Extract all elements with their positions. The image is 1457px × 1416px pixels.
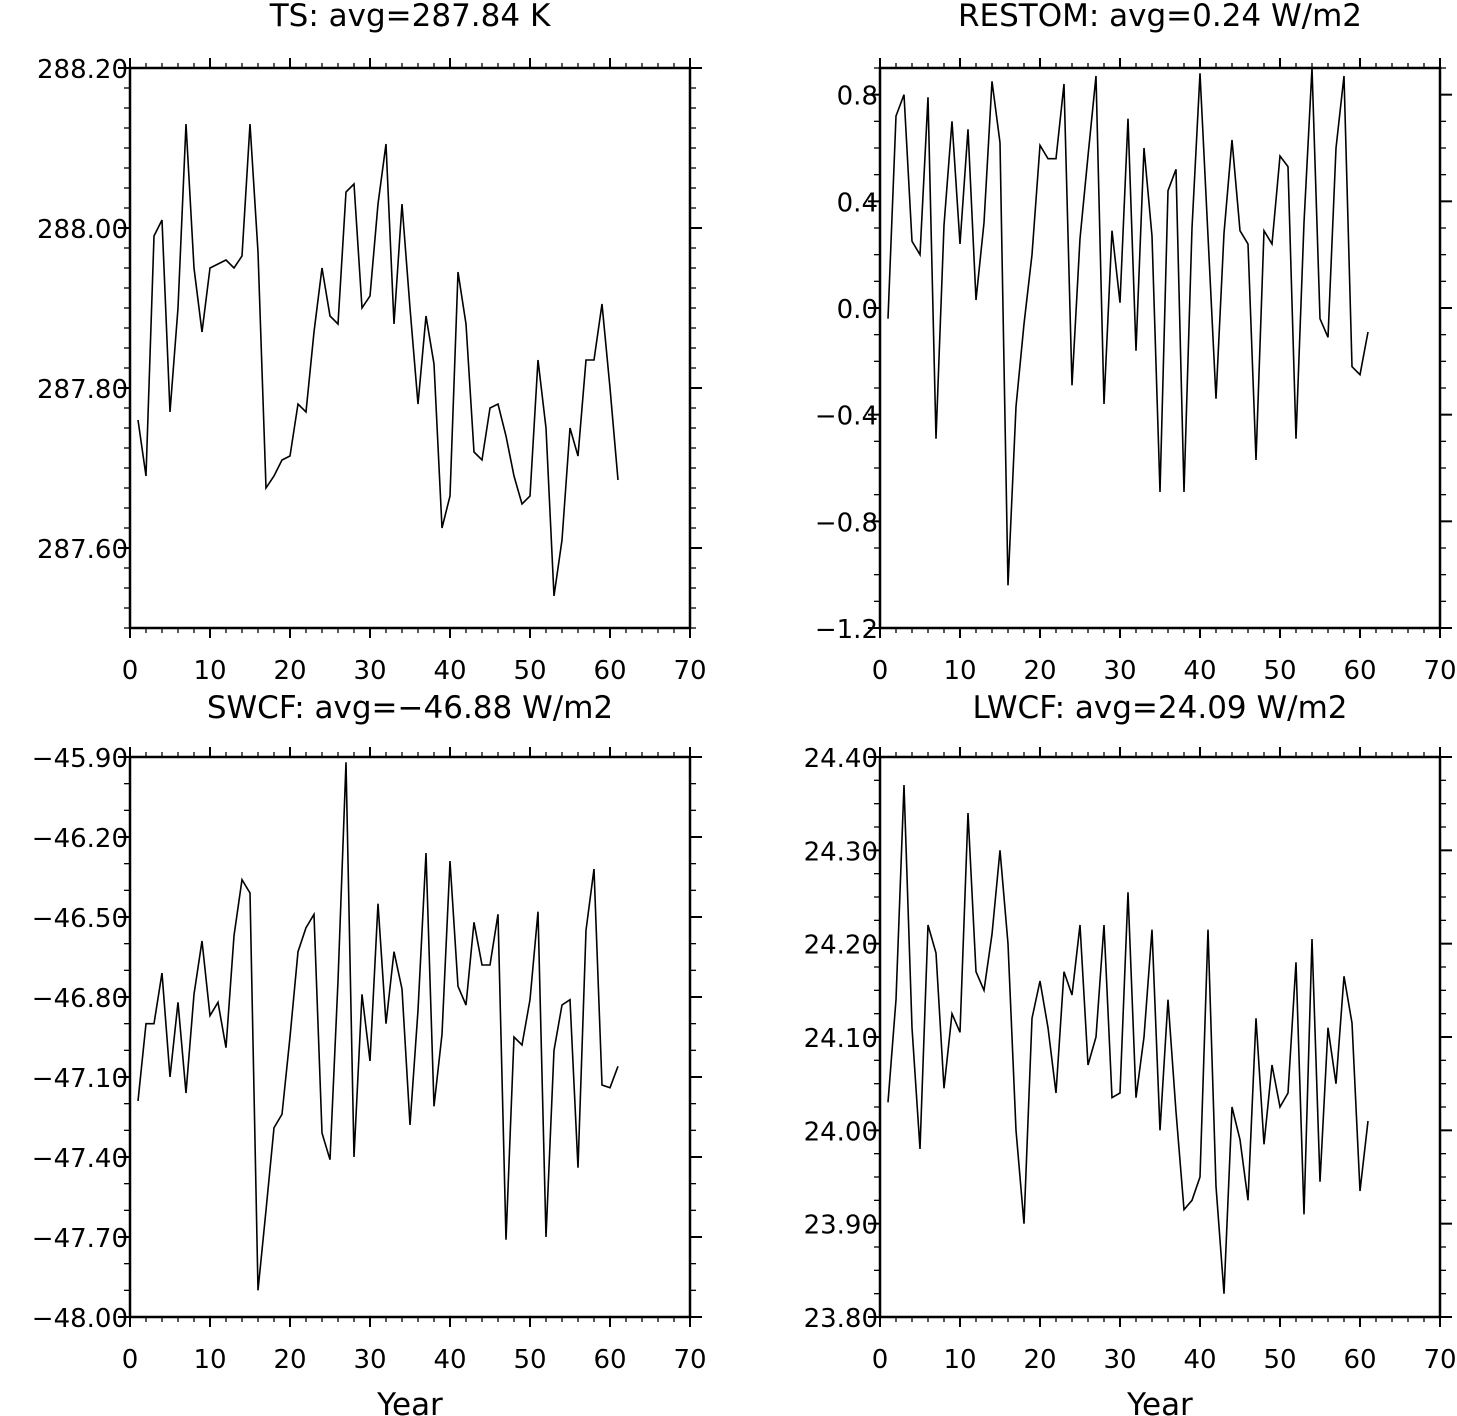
y-tick-label: 24.10 bbox=[804, 1024, 878, 1054]
x-tick-label: 60 bbox=[593, 656, 626, 686]
y-tick-label: −46.80 bbox=[32, 984, 128, 1014]
x-axis-label: Year bbox=[376, 1387, 443, 1416]
x-tick-label: 10 bbox=[193, 656, 226, 686]
y-tick-label: 24.30 bbox=[804, 837, 878, 867]
y-tick-label: −46.20 bbox=[32, 824, 128, 854]
x-axis-label: Year bbox=[1126, 1387, 1193, 1416]
panel-lwcf: LWCF: avg=24.09 W/m2 Year 0 10 20 30 40 50 60 7… bbox=[804, 690, 1457, 1416]
y-tick-label: 287.60 bbox=[37, 535, 128, 565]
x-tick-label: 30 bbox=[353, 1345, 386, 1375]
series-line bbox=[887, 784, 1369, 1294]
x-tick-label: 70 bbox=[673, 656, 706, 686]
y-tick-label: −47.10 bbox=[32, 1064, 128, 1094]
x-tick-label: 60 bbox=[1343, 656, 1376, 686]
series-line bbox=[137, 762, 619, 1291]
panel-title: SWCF: avg=−46.88 W/m2 bbox=[207, 690, 613, 726]
y-tick-label: 23.80 bbox=[804, 1304, 878, 1334]
x-tick-label: 50 bbox=[513, 656, 546, 686]
x-tick-label: 10 bbox=[943, 656, 976, 686]
y-tick-label: 288.20 bbox=[37, 55, 128, 85]
y-tick-label: −47.40 bbox=[32, 1144, 128, 1174]
panel-restom: RESTOM: avg=0.24 W/m2 0 10 20 30 40 50 60 70 −1.… bbox=[815, 0, 1457, 686]
y-tick-label: −0.8 bbox=[815, 508, 878, 538]
series-line bbox=[137, 123, 619, 597]
y-tick-label: −48.00 bbox=[32, 1304, 128, 1334]
panel-title: LWCF: avg=24.09 W/m2 bbox=[972, 690, 1347, 726]
y-tick-label: 24.00 bbox=[804, 1117, 878, 1147]
x-tick-label: 20 bbox=[273, 1345, 306, 1375]
x-tick-label: 70 bbox=[673, 1345, 706, 1375]
x-tick-label: 30 bbox=[1103, 1345, 1136, 1375]
y-tick-label: −47.70 bbox=[32, 1224, 128, 1254]
y-tick-label: −45.90 bbox=[32, 744, 128, 774]
x-tick-label: 70 bbox=[1423, 1345, 1456, 1375]
x-tick-label: 20 bbox=[1023, 1345, 1056, 1375]
x-tick-label: 60 bbox=[593, 1345, 626, 1375]
series-line bbox=[887, 67, 1369, 586]
y-tick-label: 23.90 bbox=[804, 1211, 878, 1241]
x-tick-label: 0 bbox=[872, 1345, 889, 1375]
x-tick-label: 70 bbox=[1423, 656, 1456, 686]
x-tick-label: 50 bbox=[513, 1345, 546, 1375]
y-tick-label: 24.20 bbox=[804, 931, 878, 961]
x-tick-label: 50 bbox=[1263, 656, 1296, 686]
x-tick-label: 40 bbox=[433, 656, 466, 686]
plot-frame bbox=[878, 66, 1442, 630]
y-tick-label: 0.4 bbox=[837, 188, 878, 218]
x-tick-label: 20 bbox=[1023, 656, 1056, 686]
x-tick-label: 50 bbox=[1263, 1345, 1296, 1375]
x-tick-label: 10 bbox=[193, 1345, 226, 1375]
plot-frame bbox=[878, 755, 1442, 1319]
y-tick-label: 0.0 bbox=[837, 295, 878, 325]
y-tick-label: 24.40 bbox=[804, 744, 878, 774]
y-tick-label: −0.4 bbox=[815, 402, 878, 432]
x-tick-label: 30 bbox=[353, 656, 386, 686]
x-tick-label: 40 bbox=[1183, 656, 1216, 686]
x-tick-label: 0 bbox=[122, 1345, 139, 1375]
y-tick-label: 0.8 bbox=[837, 82, 878, 112]
panel-ts: TS: avg=287.84 K 0 10 20 30 40 50 60 70 287.60 28… bbox=[37, 0, 707, 686]
panel-title: TS: avg=287.84 K bbox=[269, 0, 551, 34]
x-tick-label: 20 bbox=[273, 656, 306, 686]
y-tick-label: −1.2 bbox=[815, 615, 878, 645]
x-tick-label: 0 bbox=[872, 656, 889, 686]
panel-swcf: SWCF: avg=−46.88 W/m2 Year 0 10 20 30 40 50 60… bbox=[32, 690, 707, 1416]
x-tick-label: 30 bbox=[1103, 656, 1136, 686]
x-tick-label: 10 bbox=[943, 1345, 976, 1375]
x-tick-label: 40 bbox=[1183, 1345, 1216, 1375]
y-tick-label: 287.80 bbox=[37, 375, 128, 405]
plot-frame bbox=[128, 755, 692, 1319]
x-tick-label: 0 bbox=[122, 656, 139, 686]
x-tick-label: 40 bbox=[433, 1345, 466, 1375]
panel-title: RESTOM: avg=0.24 W/m2 bbox=[958, 0, 1362, 34]
x-tick-label: 60 bbox=[1343, 1345, 1376, 1375]
y-tick-label: −46.50 bbox=[32, 904, 128, 934]
y-tick-label: 288.00 bbox=[37, 215, 128, 245]
